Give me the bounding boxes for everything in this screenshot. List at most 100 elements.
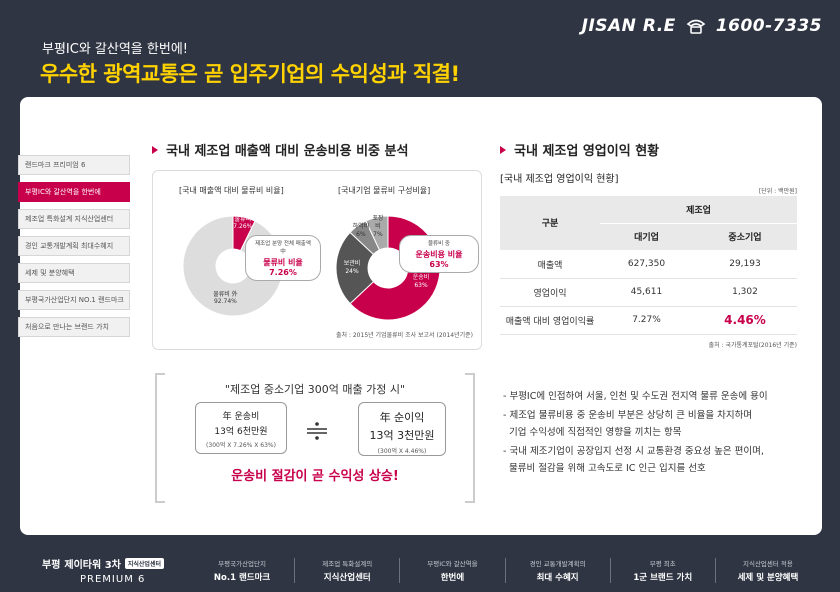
table-group-header: 제조업 bbox=[600, 196, 797, 224]
pie-slice-label: 보관비 24% bbox=[343, 260, 361, 275]
footer-item[interactable]: 부평국가산업단지 No.1 랜드마크 bbox=[190, 558, 294, 583]
table-cell: 627,350 bbox=[600, 250, 693, 279]
pie-slice-label: 물류비 7.26% bbox=[233, 215, 253, 231]
pie-slice-보관비 bbox=[335, 231, 375, 305]
table-cell: 7.27% bbox=[600, 306, 693, 335]
table-col-header: 중소기업 bbox=[692, 223, 797, 251]
calc-left-value: 13억 6천만원 bbox=[214, 427, 268, 437]
bullet-item: - 제조업 물류비용 중 운송비 부분은 상당히 큰 비율을 차지하며 기업 수… bbox=[503, 410, 753, 438]
table-source-note: 출처 : 국가통계포털(2016년 기준) bbox=[708, 342, 797, 349]
calc-box: "제조업 중소기업 300억 매출 가정 시" 年 운송비 13억 6천만원 (… bbox=[155, 373, 475, 511]
triangle-arrow-icon bbox=[500, 145, 506, 154]
calc-title: "제조업 중소기업 300억 매출 가정 시" bbox=[224, 383, 406, 396]
left-section-title-text: 국내 제조업 매출액 대비 운송비용 비중 분석 bbox=[166, 144, 409, 159]
brand-name: JISAN R.E bbox=[581, 16, 676, 36]
side-menu-item[interactable]: 부평IC와 갈산역을 한번에 bbox=[18, 182, 130, 202]
profit-table: 구분 제조업 대기업 중소기업 매출액 627,350 29,193 영업이익 … bbox=[500, 196, 797, 335]
footer-logo-name: 제이타워 3차 bbox=[64, 559, 121, 571]
footer-item-bottom: 세제 및 분양혜택 bbox=[737, 572, 799, 583]
page-subtitle: 부평IC와 갈산역을 한번에! bbox=[42, 42, 188, 57]
footer-item-bottom: No.1 랜드마크 bbox=[213, 572, 271, 583]
calc-right-cell: 年 순이익 13억 3천만원 (300억 X 4.46%) bbox=[358, 402, 446, 456]
calc-left-cell: 年 운송비 13억 6천만원 (300억 X 7.26% X 63%) bbox=[195, 402, 287, 454]
page-title: 우수한 광역교통은 곧 입주기업의 수익성과 직결! bbox=[40, 62, 460, 86]
footer-item-top: 부평IC와 갈산역을 bbox=[427, 559, 478, 568]
pie2-callout-small: 물류비 중 bbox=[428, 241, 450, 247]
pie1-title: [국내 매출액 대비 물류비 비율] bbox=[179, 186, 284, 195]
footer-item-top: 경인 교통개발계획의 bbox=[529, 559, 586, 568]
pie-charts-box: [국내 매출액 대비 물류비 비율] [국내기업 물류비 구성비율] 물류비 7… bbox=[152, 170, 482, 350]
brand-phone: 1600-7335 bbox=[715, 16, 822, 36]
calc-result: 운송비 절감이 곧 수익성 상승! bbox=[231, 469, 399, 484]
bullet-item: - 부평IC에 인접하여 서울, 인천 및 수도권 전지역 물류 운송에 용이 bbox=[503, 391, 768, 402]
table-unit-note: [단위 : 백만원] bbox=[758, 188, 797, 195]
table-col-header: 대기업 bbox=[600, 223, 693, 251]
side-menu-item[interactable]: 부평국가산업단지 NO.1 랜드마크 bbox=[18, 290, 130, 310]
calc-left-heading: 年 운송비 bbox=[222, 412, 260, 422]
footer-item-bottom: 1군 브랜드 가치 bbox=[633, 572, 693, 583]
right-section-title: 국내 제조업 영업이익 현황 bbox=[500, 140, 659, 159]
divide-icon bbox=[307, 422, 327, 440]
table-cell-highlight: 4.46% bbox=[692, 306, 797, 335]
pie-slice-label: 하역비 6% bbox=[352, 222, 370, 238]
pie1-callout-small: 제조업 분양 전체 매출액 中 bbox=[255, 241, 311, 255]
calc-right-formula: (300억 X 4.46%) bbox=[377, 448, 427, 455]
footer-logo: 부평 제이타워 3차 지식산업센터 PREMIUM 6 bbox=[0, 556, 190, 585]
bullet-list: - 부평IC에 인접하여 서울, 인천 및 수도권 전지역 물류 운송에 용이 -… bbox=[503, 388, 803, 479]
pie-slice-label: 포장 비 7% bbox=[372, 215, 384, 238]
footer: 부평 제이타워 3차 지식산업센터 PREMIUM 6 부평국가산업단지 No.1… bbox=[0, 548, 840, 592]
triangle-arrow-icon bbox=[152, 145, 158, 154]
table-row: 영업이익 45,611 1,302 bbox=[500, 278, 797, 307]
footer-item-top: 제조업 특화설계의 bbox=[322, 559, 373, 568]
side-menu-item[interactable]: 경인 교통개발계획 최대수혜지 bbox=[18, 236, 130, 256]
table-corner-header: 구분 bbox=[500, 196, 600, 251]
footer-logo-sub: PREMIUM 6 bbox=[80, 573, 146, 585]
side-menu-item[interactable]: 랜드마크 프리미엄 6 bbox=[18, 155, 130, 175]
footer-items: 부평국가산업단지 No.1 랜드마크 제조업 특화설계의 지식산업센터 부평IC와 갈산… bbox=[190, 557, 840, 583]
table-cell: 29,193 bbox=[692, 250, 797, 279]
calc-left-formula: (300억 X 7.26% X 63%) bbox=[206, 442, 276, 449]
pie-source-note: 출처 : 2015년 기업물류비 조사 보고서 (2014년기준) bbox=[335, 332, 473, 339]
footer-item-bottom: 최대 수혜지 bbox=[536, 572, 579, 583]
bracket-left bbox=[155, 373, 165, 503]
bracket-right bbox=[465, 373, 475, 503]
brand-header: JISAN R.E 1600-7335 bbox=[582, 16, 822, 36]
side-menu-item[interactable]: 처음으로 만나는 브랜드 가치 bbox=[18, 317, 130, 337]
footer-item-bottom: 지식산업센터 bbox=[323, 572, 371, 583]
pie2-title: [국내기업 물류비 구성비율] bbox=[338, 186, 431, 195]
footer-item-top: 부평국가산업단지 bbox=[218, 559, 266, 568]
pie1-callout-big: 물류비 비율 7.26% bbox=[263, 258, 303, 277]
pie2-callout: 물류비 중 운송비용 비율 63% bbox=[399, 235, 479, 273]
footer-logo-tag: 지식산업센터 bbox=[124, 557, 164, 569]
phone-icon bbox=[686, 19, 706, 34]
footer-logo-prefix: 부평 bbox=[42, 559, 61, 571]
footer-item-top: 지식산업센터 적용 bbox=[742, 559, 793, 568]
pie2-callout-big: 운송비용 비율 63% bbox=[415, 250, 463, 269]
calc-right-heading: 年 순이익 bbox=[379, 411, 425, 424]
table-row-label: 매출액 대비 영업이익률 bbox=[500, 306, 600, 335]
table-cell: 1,302 bbox=[692, 278, 797, 307]
table-row: 매출액 627,350 29,193 bbox=[500, 250, 797, 279]
table-row: 매출액 대비 영업이익률 7.27% 4.46% bbox=[500, 306, 797, 335]
side-menu-item[interactable]: 제조업 특화설계 지식산업센터 bbox=[18, 209, 130, 229]
pie-slice-label: 운송비 63% bbox=[412, 274, 430, 290]
table-caption: [국내 제조업 영업이익 현황] bbox=[500, 174, 619, 185]
left-section-title: 국내 제조업 매출액 대비 운송비용 비중 분석 bbox=[152, 140, 408, 159]
pie-slice-label: 물류비 外 92.74% bbox=[213, 290, 238, 306]
calc-right-value: 13억 3천만원 bbox=[369, 429, 435, 442]
side-menu-item[interactable]: 세제 및 분양혜택 bbox=[18, 263, 130, 283]
table-row-label: 매출액 bbox=[500, 250, 600, 279]
pie1-callout: 제조업 분양 전체 매출액 中 물류비 비율 7.26% bbox=[245, 235, 321, 281]
footer-item-bottom: 한번에 bbox=[440, 572, 465, 583]
right-section-title-text: 국내 제조업 영업이익 현황 bbox=[514, 144, 660, 159]
table-row-label: 영업이익 bbox=[500, 278, 600, 307]
footer-item-top: 부평 최초 bbox=[649, 559, 676, 568]
footer-item[interactable]: 부평 최초 1군 브랜드 가치 bbox=[609, 557, 715, 583]
bullet-item: - 국내 제조기업이 공장입지 선정 시 교통환경 중요성 높은 편이며, 물류… bbox=[503, 446, 764, 474]
table-cell: 45,611 bbox=[600, 278, 693, 307]
